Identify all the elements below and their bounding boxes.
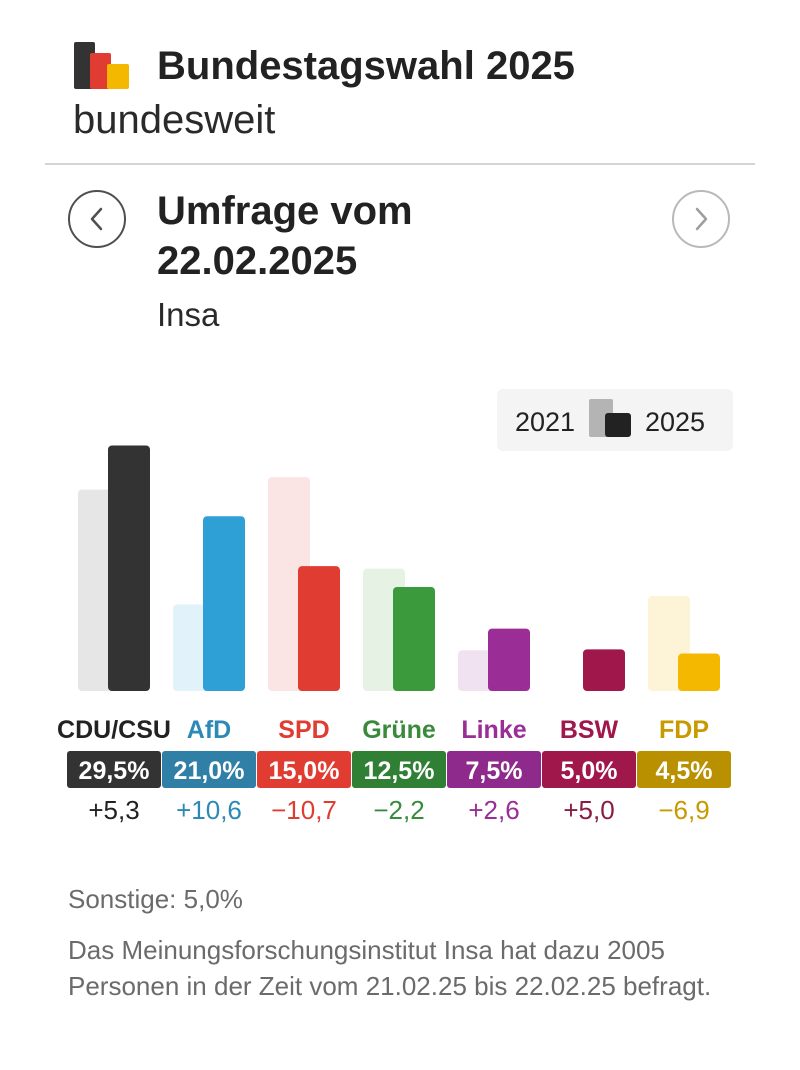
next-poll-button[interactable] xyxy=(672,190,730,248)
logo xyxy=(74,42,130,90)
value-badge-spd xyxy=(257,751,351,788)
logo-bar-dark xyxy=(74,42,95,89)
bar-2025-afd xyxy=(203,516,245,691)
diff-label-fdp: −6,9 xyxy=(658,795,709,825)
value-label-bsw: 5,0% xyxy=(561,757,618,785)
logo-bar-red xyxy=(90,53,111,89)
value-label-fdp: 4,5% xyxy=(656,757,713,785)
value-label-spd: 15,0% xyxy=(269,757,340,785)
diff-label-gruene: −2,2 xyxy=(373,795,424,825)
bar-2025-linke xyxy=(488,628,530,691)
bar-2025-spd xyxy=(298,566,340,691)
page-title: Bundestagswahl 2025 xyxy=(157,44,575,88)
value-label-gruene: 12,5% xyxy=(364,757,435,785)
poll-institute: Insa xyxy=(157,296,220,333)
chart-legend: 2021 2025 xyxy=(497,389,733,451)
diff-label-afd: +10,6 xyxy=(176,795,242,825)
diff-label-bsw: +5,0 xyxy=(563,795,614,825)
party-label-bsw: BSW xyxy=(560,716,619,744)
page-subtitle: bundesweit xyxy=(73,98,276,142)
value-badge-fdp xyxy=(637,751,731,788)
value-badge-bsw xyxy=(542,751,636,788)
party-label-gruene: Grüne xyxy=(362,716,436,744)
poll-title: Umfrage vom 22.02.2025 xyxy=(157,189,413,283)
legend-swatch-2025 xyxy=(605,413,631,437)
legend-label-2025: 2025 xyxy=(645,407,706,437)
previous-poll-button[interactable] xyxy=(68,190,126,248)
value-badge-gruene xyxy=(352,751,446,788)
logo-bar-yellow xyxy=(107,64,129,89)
value-label-afd: 21,0% xyxy=(174,757,245,785)
party-label-afd: AfD xyxy=(187,716,231,744)
bar-2025-bsw xyxy=(583,649,625,691)
chevron-left-icon xyxy=(90,207,103,231)
value-label-linke: 7,5% xyxy=(466,757,523,785)
bar-2025-cdu-csu xyxy=(108,445,150,691)
diff-label-spd: −10,7 xyxy=(271,795,337,825)
legend-label-2021: 2021 xyxy=(515,407,576,437)
party-label-spd: SPD xyxy=(278,716,329,744)
bar-2025-fdp xyxy=(678,653,720,691)
bar-2025-gruene xyxy=(393,586,435,691)
diff-label-linke: +2,6 xyxy=(468,795,519,825)
others-share: Sonstige: 5,0% xyxy=(68,884,243,914)
diff-label-cdu-csu: +5,3 xyxy=(88,795,139,825)
value-badge-linke xyxy=(447,751,541,788)
value-badge-cdu-csu xyxy=(67,751,161,788)
party-label-linke: Linke xyxy=(461,716,526,744)
value-badge-afd xyxy=(162,751,256,788)
party-label-fdp: FDP xyxy=(659,716,709,744)
divider xyxy=(45,163,755,165)
value-label-cdu-csu: 29,5% xyxy=(79,757,150,785)
chevron-right-icon xyxy=(695,207,708,231)
poll-description: Das Meinungsforschungsinstitut Insa hat … xyxy=(68,935,712,1001)
party-label-cdu-csu: CDU/CSU xyxy=(57,716,171,744)
